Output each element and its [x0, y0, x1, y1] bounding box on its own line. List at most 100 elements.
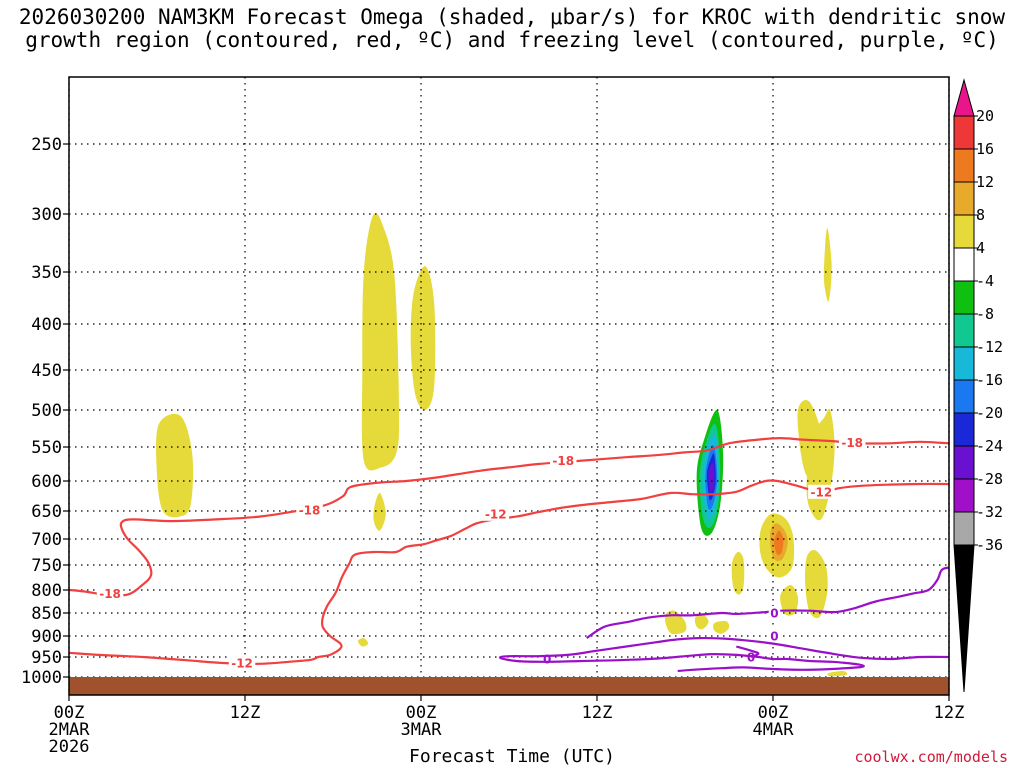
freezing-level-contour	[498, 636, 949, 673]
colorbar-tick-label: -8	[976, 305, 994, 323]
colorbar-bin	[953, 478, 975, 513]
contour-label: 0	[770, 607, 778, 621]
colorbar-bin	[953, 214, 975, 249]
omega-region	[713, 621, 730, 634]
contour-label-bg	[296, 502, 323, 517]
omega-region	[827, 670, 848, 677]
x-tick-label: 12Z	[230, 703, 261, 723]
plot-frame	[68, 76, 950, 696]
contour-label-bg	[808, 484, 835, 499]
chart-title-line-1: 2026030200 NAM3KM Forecast Omega (shaded…	[18, 5, 1006, 29]
omega-region	[708, 462, 715, 493]
omega-region	[774, 530, 784, 555]
y-tick-label: 1000	[21, 668, 62, 688]
contour-label: -18	[299, 503, 321, 517]
contour-label: 0	[543, 653, 551, 667]
contour-label-bg	[482, 506, 510, 521]
x-tick-label: 2MAR	[49, 720, 91, 740]
contour-label: -18	[552, 454, 574, 468]
colorbar-top-arrow	[953, 78, 975, 117]
colorbar-tick-label: -12	[976, 338, 1003, 356]
dgz-contour	[69, 479, 949, 665]
omega-region	[410, 266, 436, 411]
omega-region	[823, 227, 832, 302]
colorbar-tick-label: 16	[976, 140, 994, 158]
omega-region	[357, 638, 369, 647]
colorbar-bin	[953, 181, 975, 216]
y-tick-label: 800	[31, 581, 62, 601]
y-tick-label: 650	[31, 502, 62, 522]
colorbar-bin	[953, 247, 975, 282]
colorbar-bin	[953, 346, 975, 381]
colorbar-bin	[953, 511, 975, 546]
x-tick-label: 4MAR	[753, 720, 795, 740]
x-tick-label: 2026	[49, 737, 90, 757]
y-tick-label: 600	[31, 472, 62, 492]
colorbar-tick-label: -20	[976, 404, 1003, 422]
contour-label-bg	[96, 586, 124, 601]
colorbar-tick-label: -24	[976, 437, 1003, 455]
y-tick-label: 850	[31, 604, 62, 624]
omega-region	[373, 492, 386, 531]
contour-label-bg	[228, 656, 256, 670]
colorbar-bin	[953, 412, 975, 447]
colorbar-tick-label: -32	[976, 503, 1003, 521]
contour-label-bg	[768, 606, 781, 620]
contour-label-bg	[838, 435, 866, 450]
contour-label: -18	[841, 436, 863, 450]
colorbar-bin	[953, 445, 975, 480]
chart-title: 2026030200 NAM3KM Forecast Omega (shaded…	[0, 6, 1024, 52]
omega-region	[731, 551, 745, 595]
chart-title-line-2: growth region (contoured, red, ºC) and f…	[25, 28, 999, 52]
contour-label: 0	[747, 651, 755, 665]
y-tick-label: 450	[31, 361, 62, 381]
colorbar-bin	[953, 115, 975, 150]
omega-region	[268, 351, 278, 402]
x-tick-label: 12Z	[934, 703, 965, 723]
y-tick-label: 350	[31, 263, 62, 283]
y-tick-label: 700	[31, 530, 62, 550]
contour-label-bg	[768, 629, 781, 643]
omega-region	[805, 550, 828, 619]
contour-label: -12	[485, 507, 507, 521]
contour-label: -12	[231, 657, 253, 671]
contour-layer: -18 -18 -18 -18 -12 -12 -12 0 0 0 0	[69, 435, 949, 673]
omega-region	[740, 233, 809, 469]
colorbar-tick-label: 20	[976, 107, 994, 125]
x-tick-label: 00Z	[54, 703, 85, 723]
colorbar-tick-label: 8	[976, 206, 985, 224]
colorbar-bottom-arrow	[953, 544, 975, 693]
x-tick-label: 00Z	[758, 703, 789, 723]
x-axis-label: Forecast Time (UTC)	[409, 746, 615, 767]
y-tick-label: 500	[31, 401, 62, 421]
colorbar-bin	[953, 148, 975, 183]
x-tick-label: 3MAR	[401, 720, 443, 740]
y-tick-label: 300	[31, 205, 62, 225]
colorbar-tick-label: 12	[976, 173, 994, 191]
y-tick-label: 950	[31, 648, 62, 668]
freezing-level-contour	[736, 645, 760, 659]
contour-label-bg	[550, 453, 577, 468]
omega-region	[743, 552, 752, 571]
omega-shading-layer	[156, 213, 848, 677]
freezing-level-contour	[586, 566, 949, 640]
terrain-layer	[69, 677, 949, 695]
omega-region	[361, 213, 400, 471]
colorbar: 20 16 12 8 4 -4 -8 -12 -16 -20 -24 -28 -32 -36	[953, 78, 1003, 693]
omega-region	[659, 548, 668, 576]
dgz-contour	[69, 437, 949, 597]
colorbar-tick-label: 4	[976, 239, 985, 257]
y-tick-label: 750	[31, 556, 62, 576]
omega-region	[156, 413, 194, 518]
omega-region	[780, 584, 799, 616]
contour-label: 0	[770, 630, 778, 644]
colorbar-tick-label: -28	[976, 470, 1003, 488]
credit-text: coolwx.com/models	[854, 748, 1008, 766]
y-tick-label: 400	[31, 315, 62, 335]
contour-label: -12	[811, 485, 833, 499]
x-tick-label: 00Z	[406, 703, 437, 723]
contour-label-bg	[541, 652, 553, 666]
y-tick-label: 250	[31, 135, 62, 155]
y-tick-label: 900	[31, 627, 62, 647]
